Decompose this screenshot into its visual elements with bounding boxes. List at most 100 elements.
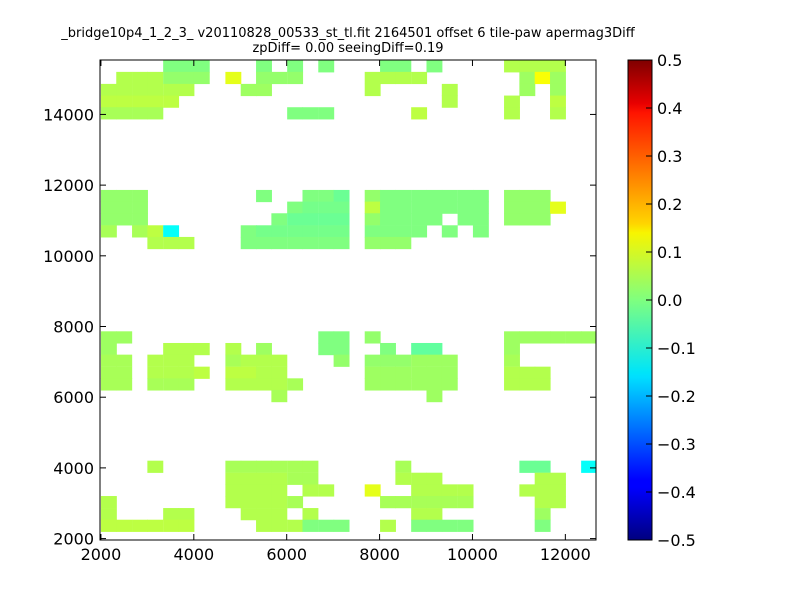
heatmap-cell <box>395 366 412 379</box>
heatmap-cell <box>256 71 272 85</box>
y-tick-label: 12000 <box>43 176 94 195</box>
heatmap-cell <box>132 107 148 120</box>
y-tick-label: 8000 <box>53 318 94 337</box>
heatmap-cell <box>426 201 443 214</box>
heatmap-cell <box>411 519 428 532</box>
x-tick-label: 10000 <box>447 545 498 564</box>
heatmap-cell <box>395 378 412 391</box>
heatmap-cell <box>519 378 536 391</box>
heatmap-cell <box>550 496 566 509</box>
heatmap-cell <box>302 508 319 521</box>
heatmap-cell <box>287 519 304 532</box>
heatmap-cell <box>333 354 350 367</box>
heatmap-cell <box>519 71 536 85</box>
heatmap-cell <box>147 95 164 108</box>
heatmap-cell <box>504 331 520 344</box>
heatmap-cell <box>256 225 272 238</box>
heatmap-cell <box>256 366 272 379</box>
heatmap-cell <box>457 213 474 226</box>
heatmap-cell <box>550 331 566 344</box>
heatmap-cell <box>411 71 428 85</box>
heatmap-cell <box>100 496 117 509</box>
heatmap-cell <box>287 213 304 226</box>
heatmap-cell <box>116 71 133 85</box>
heatmap-cell <box>132 225 148 238</box>
heatmap-cell <box>534 366 551 379</box>
heatmap-cell <box>333 342 350 356</box>
heatmap-cell <box>302 189 319 203</box>
heatmap-cell <box>271 354 288 367</box>
heatmap-cell <box>163 225 180 238</box>
heatmap-cell <box>318 213 335 226</box>
heatmap-cell <box>504 342 520 356</box>
heatmap-cell <box>504 354 520 367</box>
heatmap-cell <box>441 519 458 532</box>
heatmap-cell <box>256 60 272 73</box>
heatmap-cell <box>256 378 272 391</box>
heatmap-cell <box>225 71 242 85</box>
heatmap-cell <box>380 236 396 250</box>
heatmap-cell <box>271 460 288 473</box>
heatmap-cell <box>318 201 335 214</box>
heatmap-cell <box>426 354 443 367</box>
heatmap-cell <box>287 496 304 509</box>
heatmap-cell <box>457 484 474 497</box>
x-tick-label: 8000 <box>359 545 400 564</box>
heatmap-cell <box>519 83 536 97</box>
y-axis: 2000 4000 6000 8000 10000 12000 14000 <box>43 105 596 549</box>
heatmap-cell <box>256 472 272 485</box>
heatmap-cell <box>441 366 458 379</box>
heatmap-cell <box>380 342 396 356</box>
heatmap-cell <box>100 366 117 379</box>
heatmap-cell <box>534 472 551 485</box>
heatmap-cell <box>504 60 520 73</box>
heatmap-cell <box>395 225 412 238</box>
x-tick-label: 2000 <box>81 545 122 564</box>
heatmap-cell <box>225 484 242 497</box>
heatmap-cell <box>240 460 257 473</box>
heatmap-cell <box>163 83 180 97</box>
heatmap-cell <box>163 95 180 108</box>
heatmap-cell <box>287 71 304 85</box>
heatmap-cell <box>411 354 428 367</box>
heatmap-cell <box>116 331 133 344</box>
heatmap-cell <box>472 225 489 238</box>
heatmap-cell <box>256 519 272 532</box>
heatmap-cell <box>550 107 566 120</box>
heatmap-cell <box>441 189 458 203</box>
heatmap-cell <box>534 201 551 214</box>
heatmap-cell <box>534 484 551 497</box>
heatmap-cell <box>256 496 272 509</box>
heatmap-cell <box>534 378 551 391</box>
heatmap-cell <box>519 484 536 497</box>
heatmap-cell <box>147 354 164 367</box>
heatmap-cell <box>225 354 242 367</box>
heatmap-cell <box>519 213 536 226</box>
heatmap-cell <box>534 331 551 344</box>
heatmap-cell <box>472 213 489 226</box>
chart-title-line1: _bridge10p4_1_2_3_ v20110828_00533_st_tl… <box>60 26 636 41</box>
chart-title-line2: zpDiff= 0.00 seeingDiff=0.19 <box>252 41 443 56</box>
heatmap-cell <box>395 472 412 485</box>
heatmap-cell <box>550 71 566 85</box>
heatmap-cell <box>271 225 288 238</box>
heatmap-cell <box>380 213 396 226</box>
heatmap-cell <box>178 60 195 73</box>
heatmap-cell <box>178 342 195 356</box>
heatmap-cell <box>100 342 117 356</box>
heatmap-cell <box>302 213 319 226</box>
heatmap-cell <box>100 95 117 108</box>
heatmap-cell <box>256 484 272 497</box>
heatmap-cell <box>550 201 566 214</box>
heatmap-cell <box>426 484 443 497</box>
heatmap-cell <box>426 342 443 356</box>
heatmap-cell <box>364 484 381 497</box>
colorbar-tick-label: −0.5 <box>657 531 696 550</box>
heatmap-cell <box>411 366 428 379</box>
heatmap-cell <box>395 60 412 73</box>
heatmap-cell <box>147 107 164 120</box>
heatmap-cell <box>426 60 443 73</box>
heatmap-cell <box>550 472 566 485</box>
heatmap-cell <box>411 213 428 226</box>
heatmap-cell <box>147 71 164 85</box>
